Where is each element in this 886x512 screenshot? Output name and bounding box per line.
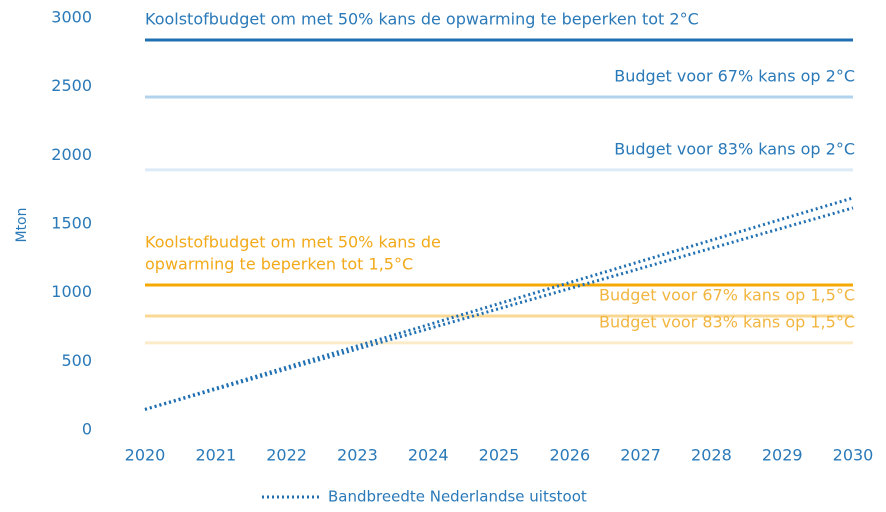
x-tick-label: 2021: [195, 446, 236, 465]
reference-label: opwarming te beperken tot 1,5°C: [145, 254, 413, 273]
x-tick-label: 2029: [762, 446, 803, 465]
x-tick-label: 2030: [833, 446, 874, 465]
reference-label: Budget voor 67% kans op 1,5°C: [599, 286, 855, 305]
y-tick-label: 2000: [51, 145, 92, 164]
y-tick-label: 500: [61, 351, 92, 370]
x-tick-label: 2023: [337, 446, 378, 465]
x-tick-label: 2026: [549, 446, 590, 465]
emission-line: [144, 196, 854, 411]
x-tick-label: 2022: [266, 446, 307, 465]
y-tick-label: 0: [82, 420, 92, 439]
reference-label: Budget voor 83% kans op 1,5°C: [599, 312, 855, 331]
x-tick-label: 2027: [620, 446, 661, 465]
reference-label: Budget voor 67% kans op 2°C: [614, 66, 855, 85]
x-tick-label: 2020: [125, 446, 166, 465]
x-tick-label: 2028: [691, 446, 732, 465]
reference-label: Koolstofbudget om met 50% kans de: [145, 232, 441, 251]
reference-label: Koolstofbudget om met 50% kans de opwarm…: [145, 9, 699, 28]
x-tick-label: 2024: [408, 446, 449, 465]
reference-label: Budget voor 83% kans op 2°C: [614, 139, 855, 158]
y-axis-label: Mton: [14, 207, 30, 242]
x-tick-label: 2025: [479, 446, 520, 465]
y-tick-label: 1500: [51, 214, 92, 233]
legend-label: Bandbreedte Nederlandse uitstoot: [328, 488, 587, 506]
y-tick-label: 1000: [51, 282, 92, 301]
y-tick-label: 3000: [51, 8, 92, 27]
y-tick-label: 2500: [51, 76, 92, 95]
